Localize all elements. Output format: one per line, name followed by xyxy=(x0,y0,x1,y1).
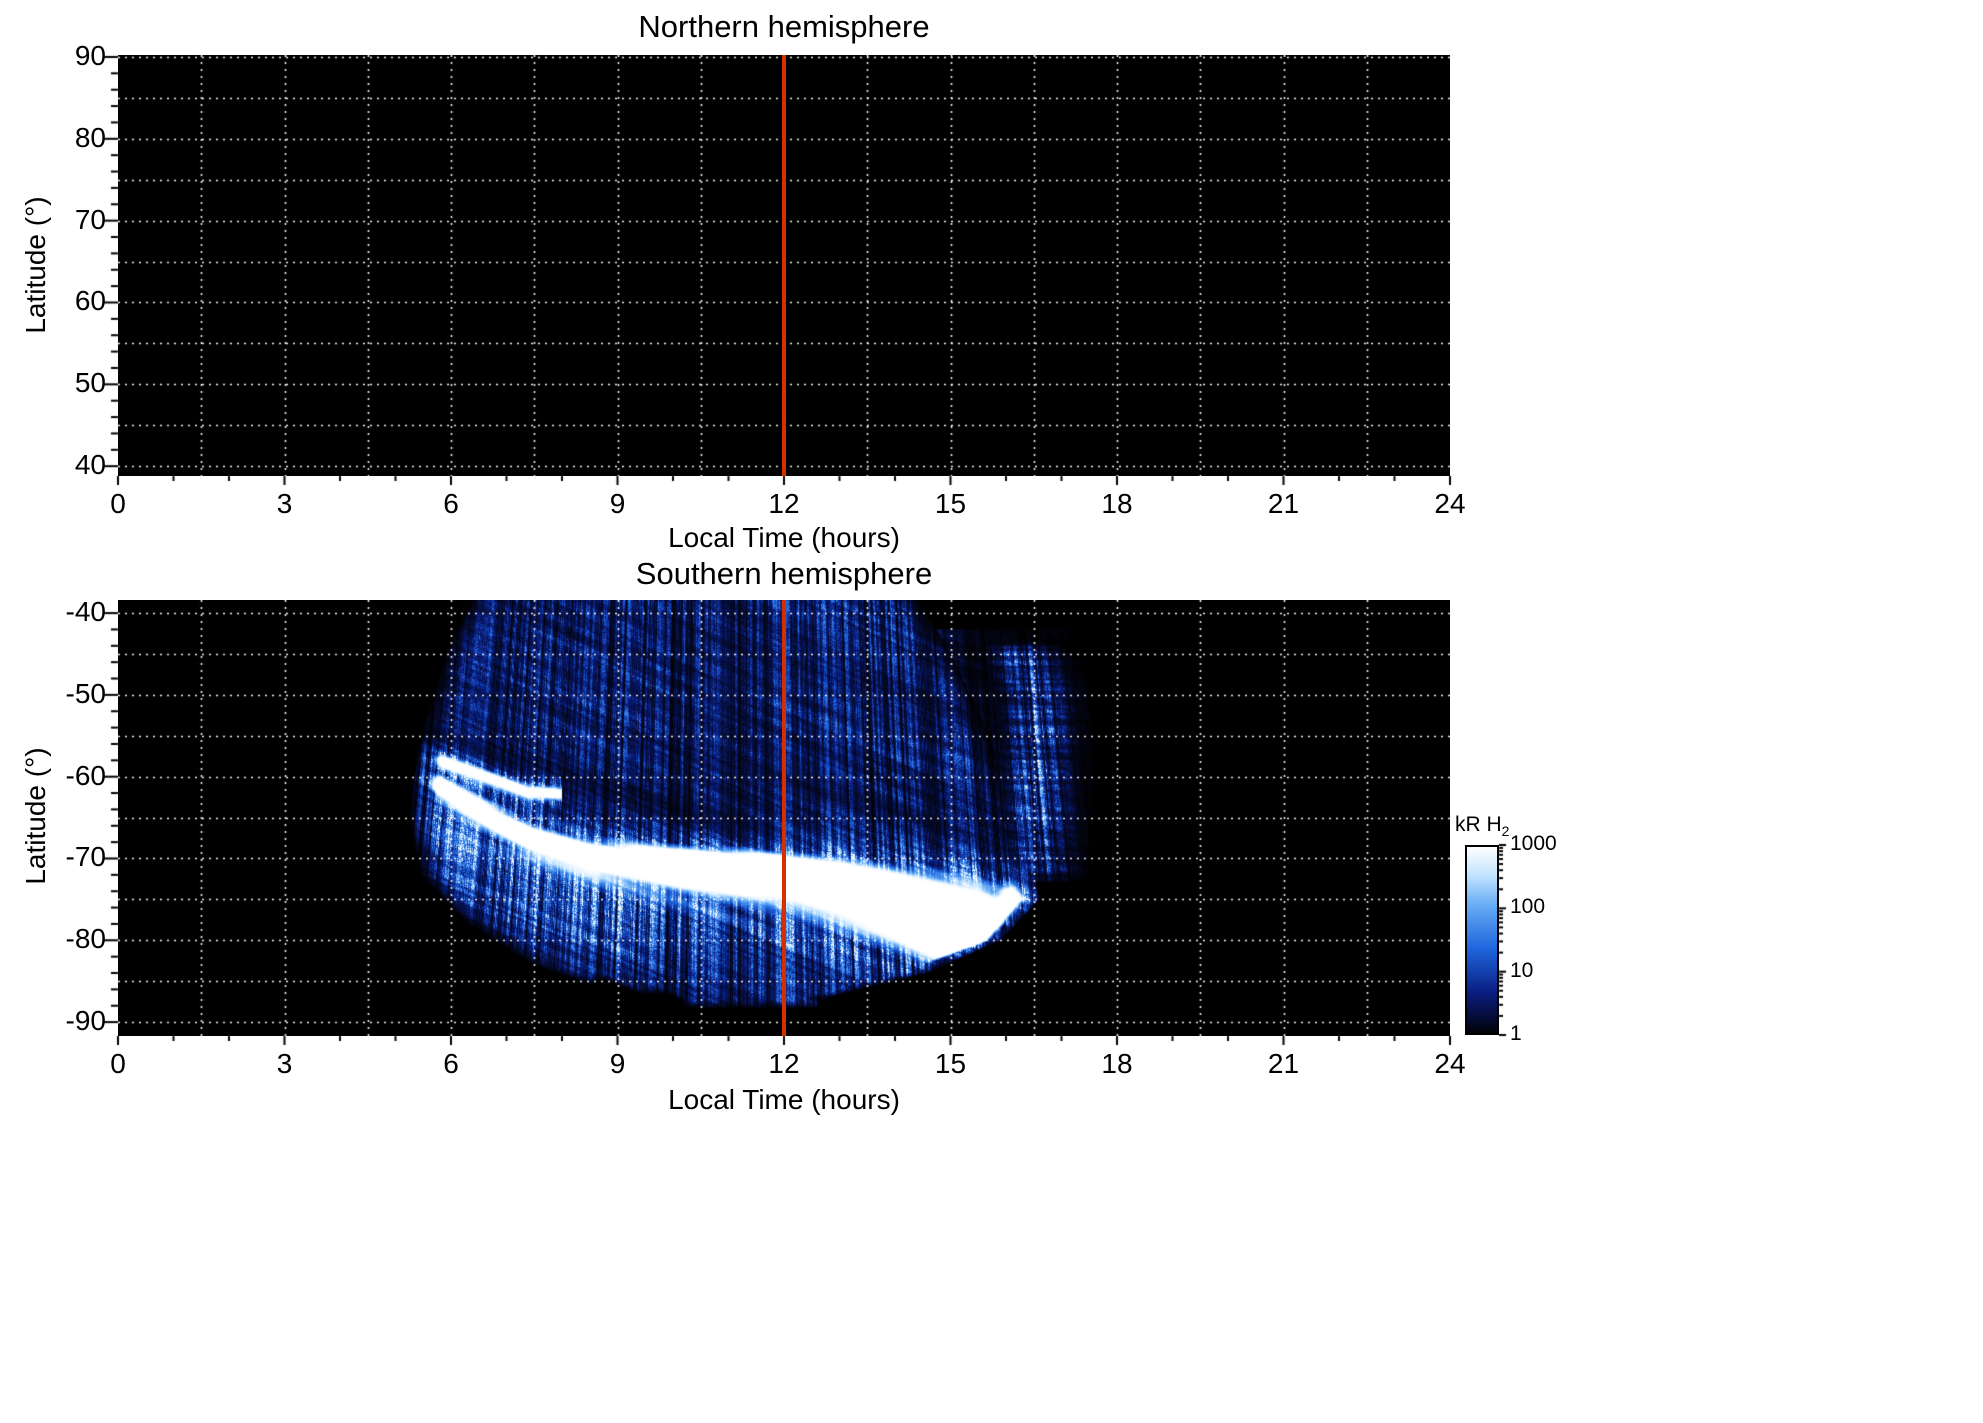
north-x-tick-label: 24 xyxy=(1434,488,1466,519)
noon-meridian-line xyxy=(782,600,786,1036)
north-x-tick-label: 21 xyxy=(1267,488,1300,519)
south-y-tick-label: -60 xyxy=(65,759,106,791)
south-x-axis-label: Local Time (hours) xyxy=(668,1084,900,1115)
south-x-tick-label: 21 xyxy=(1267,1048,1300,1079)
intensity-colorbar xyxy=(1465,845,1499,1035)
north-x-tick-label: 12 xyxy=(768,488,800,519)
south-x-tick-label: 24 xyxy=(1434,1048,1466,1079)
south-x-tick-label: 0 xyxy=(110,1048,126,1079)
north-x-axis-label: Local Time (hours) xyxy=(668,522,900,553)
colorbar-unit-subscript: 2 xyxy=(1501,823,1510,840)
colorbar-unit-label: kR H2 xyxy=(1455,813,1509,839)
north-panel-title: Northern hemisphere xyxy=(638,9,930,44)
south-x-tick-label: 6 xyxy=(443,1048,459,1079)
north-x-tick-label: 15 xyxy=(934,488,967,519)
south-y-tick-label: -50 xyxy=(65,677,106,709)
north-y-tick-label: 60 xyxy=(74,285,106,317)
south-x-tick-label: 18 xyxy=(1101,1048,1133,1079)
colorbar-tick-label: 10 xyxy=(1510,958,1534,982)
south-x-tick-label: 12 xyxy=(768,1048,800,1079)
south-y-tick-label: -40 xyxy=(65,596,106,628)
north-x-tick-label: 0 xyxy=(110,488,126,519)
north-x-tick-label: 18 xyxy=(1101,488,1133,519)
north-y-tick-label: 90 xyxy=(74,39,106,71)
north-x-tick-label: 9 xyxy=(609,488,626,519)
south-y-tick-label: -80 xyxy=(65,923,106,955)
south-x-tick-label: 15 xyxy=(934,1048,967,1079)
north-x-tick-label: 3 xyxy=(276,488,293,519)
south-x-tick-label: 9 xyxy=(609,1048,626,1079)
north-y-tick-label: 50 xyxy=(74,367,106,399)
noon-meridian-line xyxy=(782,55,786,476)
south-y-axis-label: Latitude (°) xyxy=(20,747,51,885)
north-y-tick-label: 80 xyxy=(74,121,106,153)
south-panel-title: Southern hemisphere xyxy=(635,556,933,591)
north-x-tick-label: 6 xyxy=(443,488,459,519)
south-x-tick-label: 3 xyxy=(276,1048,293,1079)
north-y-tick-label: 70 xyxy=(74,203,106,235)
colorbar-tick-label: 1 xyxy=(1510,1022,1522,1045)
south-y-tick-label: -90 xyxy=(65,1005,106,1037)
north-y-tick-label: 40 xyxy=(74,449,106,481)
colorbar-tick-label: 100 xyxy=(1510,895,1546,919)
colorbar-unit-text: kR H xyxy=(1455,813,1502,836)
colorbar-tick-label: 1000 xyxy=(1510,832,1557,855)
south-y-tick-label: -70 xyxy=(65,841,106,873)
